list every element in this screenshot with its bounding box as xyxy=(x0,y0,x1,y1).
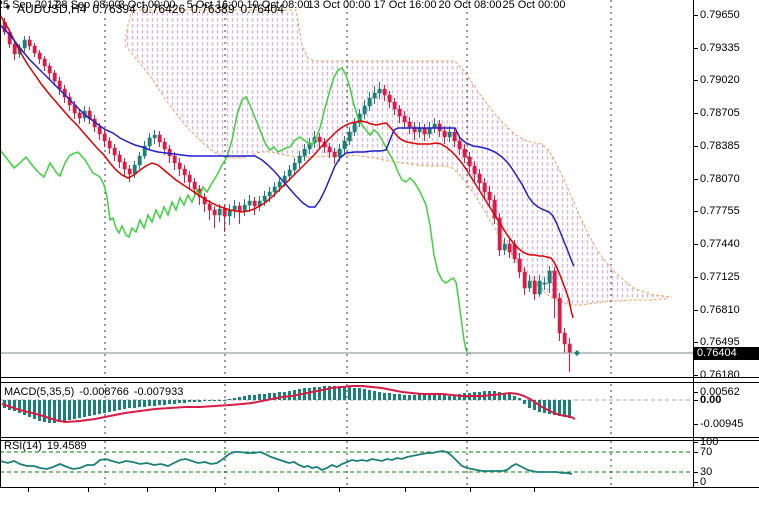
price-axis-label: 0.79020 xyxy=(700,74,740,86)
rsi-axis-label: 100 xyxy=(700,436,719,448)
price-axis-label: 0.78705 xyxy=(700,107,740,119)
ohlc-low: 0.76389 xyxy=(191,2,235,16)
price-axis-label: 0.76180 xyxy=(700,369,740,381)
price-axis-label: 0.78385 xyxy=(700,140,740,152)
macd-axis-label: -0.00945 xyxy=(700,418,744,430)
macd-axis-label: 0.00 xyxy=(700,394,722,406)
kijun-sen-line xyxy=(0,24,575,267)
macd-signal-line xyxy=(1,385,576,424)
rsi-axis-label: 30 xyxy=(700,466,713,478)
macd-value: -0.008766 xyxy=(79,386,129,398)
tenkan-sen-line xyxy=(0,14,574,319)
rsi-axis-label: 70 xyxy=(700,446,713,458)
ohlc-open: 0.76394 xyxy=(92,2,136,16)
price-axis-label: 0.77755 xyxy=(700,205,740,217)
rsi-value: 19.4589 xyxy=(46,440,87,452)
date-axis-label: 25 Sep 2017 xyxy=(0,0,60,11)
date-axis-label: 25 Oct 00:00 xyxy=(502,0,566,11)
macd-name: MACD(5,35,5) xyxy=(4,386,75,398)
current-price-badge: 0.76404 xyxy=(694,347,759,360)
chart-title: AUDUSD,H4 0.76394 0.76426 0.76389 0.76404 xyxy=(17,2,284,16)
macd-indicator-label: MACD(5,35,5) -0.008766 -0.007933 xyxy=(4,386,183,398)
senkou-span-a-line xyxy=(124,44,668,306)
price-marker-icon xyxy=(574,350,580,356)
date-axis-label: 28 Sep 08:00 xyxy=(55,0,121,11)
price-axis-label: 0.78070 xyxy=(700,173,740,185)
senkou-span-b-line xyxy=(124,9,673,298)
date-axis-label: 20 Oct 08:00 xyxy=(438,0,502,11)
ohlc-close: 0.76404 xyxy=(240,2,284,16)
date-axis-label: 3 Oct 00:00 xyxy=(118,0,176,11)
price-axis-label: 0.79335 xyxy=(700,42,740,54)
date-axis-label: 17 Oct 16:00 xyxy=(373,0,437,11)
chikou-span-line xyxy=(0,67,472,355)
price-axis-label: 0.76810 xyxy=(700,304,740,316)
macd-signal-value: -0.007933 xyxy=(133,386,184,398)
date-axis-label: 13 Oct 00:00 xyxy=(307,0,371,11)
date-axis-label: 10 Oct 08:00 xyxy=(246,0,310,11)
price-axis-label: 0.77125 xyxy=(700,271,740,283)
ichimoku-cloud xyxy=(125,10,672,305)
macd-axis-label: 0.00562 xyxy=(700,386,740,398)
price-axis-label: 0.79650 xyxy=(700,9,740,21)
rsi-line xyxy=(0,450,573,475)
ohlc-high: 0.76426 xyxy=(141,2,186,16)
date-axis-label: 5 Oct 16:00 xyxy=(186,0,244,11)
price-axis-label: 0.77440 xyxy=(700,238,740,250)
symbol-timeframe-label: AUDUSD,H4 xyxy=(17,2,87,16)
price-axis-label: 0.76495 xyxy=(700,336,740,348)
chevron-down-icon[interactable]: ▼ xyxy=(4,3,12,12)
rsi-indicator-label: RSI(14) 19.4589 xyxy=(4,440,87,452)
rsi-name: RSI(14) xyxy=(4,440,42,452)
rsi-axis-label: 0 xyxy=(700,476,707,488)
